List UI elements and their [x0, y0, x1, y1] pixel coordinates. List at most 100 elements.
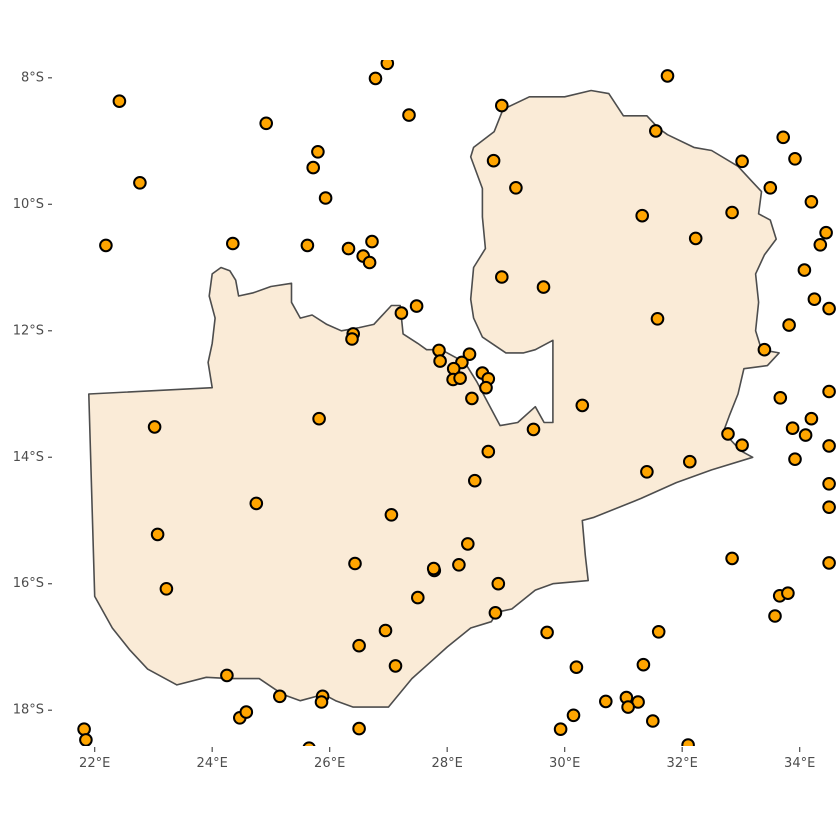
x-tick-label-0: 22°E: [79, 756, 110, 771]
country-outline: [88, 89, 780, 708]
location-point-35: [822, 301, 836, 316]
location-point-52: [479, 380, 493, 395]
location-point-83: [491, 576, 506, 591]
location-point-93: [352, 638, 366, 653]
location-point-79: [461, 537, 475, 551]
y-tick-label-4: 16°S: [13, 576, 44, 591]
location-point-62: [798, 428, 813, 442]
location-point-71: [384, 508, 399, 522]
location-point-6: [495, 98, 509, 113]
location-point-97: [636, 657, 651, 672]
location-point-9: [735, 154, 749, 169]
location-point-37: [409, 299, 424, 313]
location-point-59: [773, 391, 788, 405]
location-point-38: [650, 312, 665, 326]
location-point-78: [452, 558, 466, 572]
location-point-8: [776, 130, 791, 145]
location-point-77: [426, 561, 441, 576]
location-point-110: [553, 722, 568, 737]
location-point-91: [651, 625, 666, 639]
location-point-109: [352, 721, 366, 736]
location-point-90: [540, 625, 554, 640]
location-point-61: [785, 421, 800, 436]
location-point-33: [536, 280, 551, 294]
location-point-31: [797, 263, 812, 277]
location-point-56: [312, 411, 326, 426]
location-point-111: [77, 722, 91, 737]
location-point-25: [365, 234, 379, 249]
location-point-96: [569, 660, 584, 675]
location-point-98: [273, 689, 287, 704]
location-point-11: [311, 145, 325, 159]
location-point-113: [302, 741, 316, 746]
location-point-74: [150, 527, 165, 542]
location-point-57: [526, 422, 541, 437]
location-point-70: [249, 496, 264, 511]
location-point-21: [99, 238, 113, 253]
location-point-58: [575, 398, 590, 413]
x-tick-label-3: 28°E: [432, 756, 463, 771]
location-point-100: [314, 695, 329, 709]
location-point-84: [725, 551, 739, 566]
location-point-87: [822, 556, 836, 570]
location-point-107: [566, 708, 581, 723]
location-point-73: [822, 477, 836, 491]
y-tick-label-1: 10°S: [13, 197, 44, 212]
location-point-30: [813, 238, 828, 252]
location-point-60: [804, 411, 819, 426]
location-point-75: [348, 556, 362, 571]
location-point-65: [822, 439, 836, 453]
x-axis: 22°E 24°E 26°E 28°E 30°E 32°E 34°E: [79, 747, 815, 771]
location-point-5: [402, 108, 416, 122]
location-point-17: [763, 181, 778, 195]
location-point-3: [112, 94, 127, 108]
location-point-20: [725, 205, 739, 220]
location-point-15: [318, 191, 333, 205]
y-tick-label-3: 14°S: [13, 450, 44, 465]
location-point-69: [788, 452, 802, 467]
location-point-66: [481, 444, 496, 459]
location-point-106: [239, 705, 254, 719]
x-tick-label-2: 26°E: [314, 756, 345, 771]
location-point-36: [394, 306, 409, 320]
location-point-7: [649, 124, 663, 138]
location-point-67: [640, 465, 654, 479]
location-point-89: [488, 606, 503, 620]
map-panel: [77, 60, 836, 746]
location-point-28: [688, 231, 703, 246]
x-tick-label-4: 30°E: [549, 756, 580, 771]
y-axis: 8°S 10°S 12°S 14°S 16°S 18°S: [13, 70, 52, 718]
location-point-86: [781, 586, 795, 601]
location-point-12: [306, 160, 321, 175]
location-point-81: [159, 582, 174, 596]
x-tick-label-5: 32°E: [667, 756, 698, 771]
location-point-45: [462, 347, 477, 362]
location-point-10: [788, 152, 802, 166]
location-point-23: [300, 238, 315, 253]
location-point-80: [822, 500, 836, 515]
location-point-2: [660, 69, 675, 83]
x-tick-label-6: 34°E: [784, 756, 815, 771]
location-point-34: [807, 292, 822, 307]
location-point-22: [226, 236, 240, 251]
location-point-95: [388, 659, 403, 673]
location-point-41: [345, 332, 359, 346]
location-point-14: [133, 176, 147, 190]
location-point-1: [368, 71, 383, 86]
location-point-108: [646, 714, 660, 728]
location-point-42: [757, 342, 772, 357]
location-point-55: [147, 420, 162, 434]
location-point-64: [735, 438, 749, 453]
location-point-53: [465, 391, 479, 406]
location-point-112: [79, 733, 93, 746]
location-point-114: [681, 738, 695, 746]
location-point-39: [782, 318, 796, 332]
location-point-92: [768, 609, 782, 623]
location-point-16: [509, 181, 523, 195]
location-point-51: [453, 371, 467, 386]
location-point-29: [819, 225, 833, 240]
location-point-13: [486, 153, 501, 168]
points-layer: [77, 60, 836, 746]
location-point-72: [468, 473, 482, 488]
